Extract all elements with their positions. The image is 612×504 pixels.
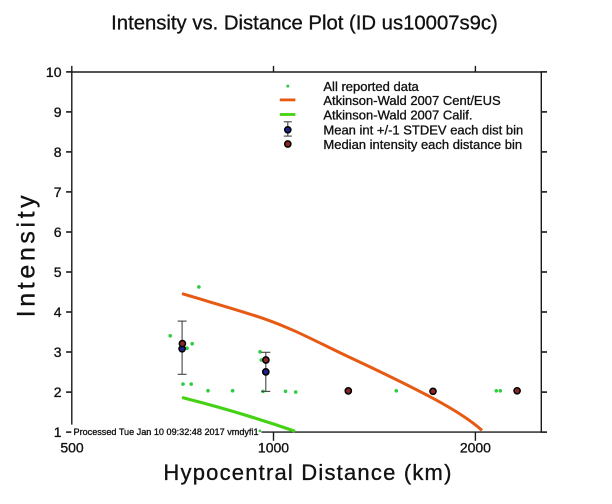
svg-text:5: 5	[54, 264, 62, 280]
svg-text:1: 1	[54, 424, 62, 440]
svg-text:Mean int +/-1 STDEV each dist: Mean int +/-1 STDEV each dist bin	[323, 123, 523, 138]
svg-text:8: 8	[54, 144, 62, 160]
svg-text:500: 500	[60, 440, 84, 456]
svg-text:Hypocentral Distance (km): Hypocentral Distance (km)	[163, 460, 452, 485]
svg-text:Atkinson-Wald 2007 Calif.: Atkinson-Wald 2007 Calif.	[323, 107, 472, 122]
svg-text:All reported data: All reported data	[323, 79, 419, 94]
svg-text:Processed Tue Jan 10 09:32:48: Processed Tue Jan 10 09:32:48 2017 vmdyf…	[74, 427, 259, 437]
svg-text:10: 10	[46, 64, 62, 80]
svg-text:4: 4	[54, 304, 62, 320]
svg-text:2000: 2000	[460, 440, 491, 456]
svg-text:1000: 1000	[258, 440, 289, 456]
svg-text:Median intensity each distance: Median intensity each distance bin	[323, 137, 522, 152]
svg-text:9: 9	[54, 104, 62, 120]
svg-text:2: 2	[54, 384, 62, 400]
svg-text:Intensity vs. Distance Plot (I: Intensity vs. Distance Plot (ID us10007s…	[111, 13, 498, 35]
svg-text:7: 7	[54, 184, 62, 200]
svg-text:3: 3	[54, 344, 62, 360]
svg-text:6: 6	[54, 224, 62, 240]
svg-text:Intensity: Intensity	[13, 192, 41, 318]
svg-text:Atkinson-Wald 2007 Cent/EUS: Atkinson-Wald 2007 Cent/EUS	[323, 93, 501, 108]
